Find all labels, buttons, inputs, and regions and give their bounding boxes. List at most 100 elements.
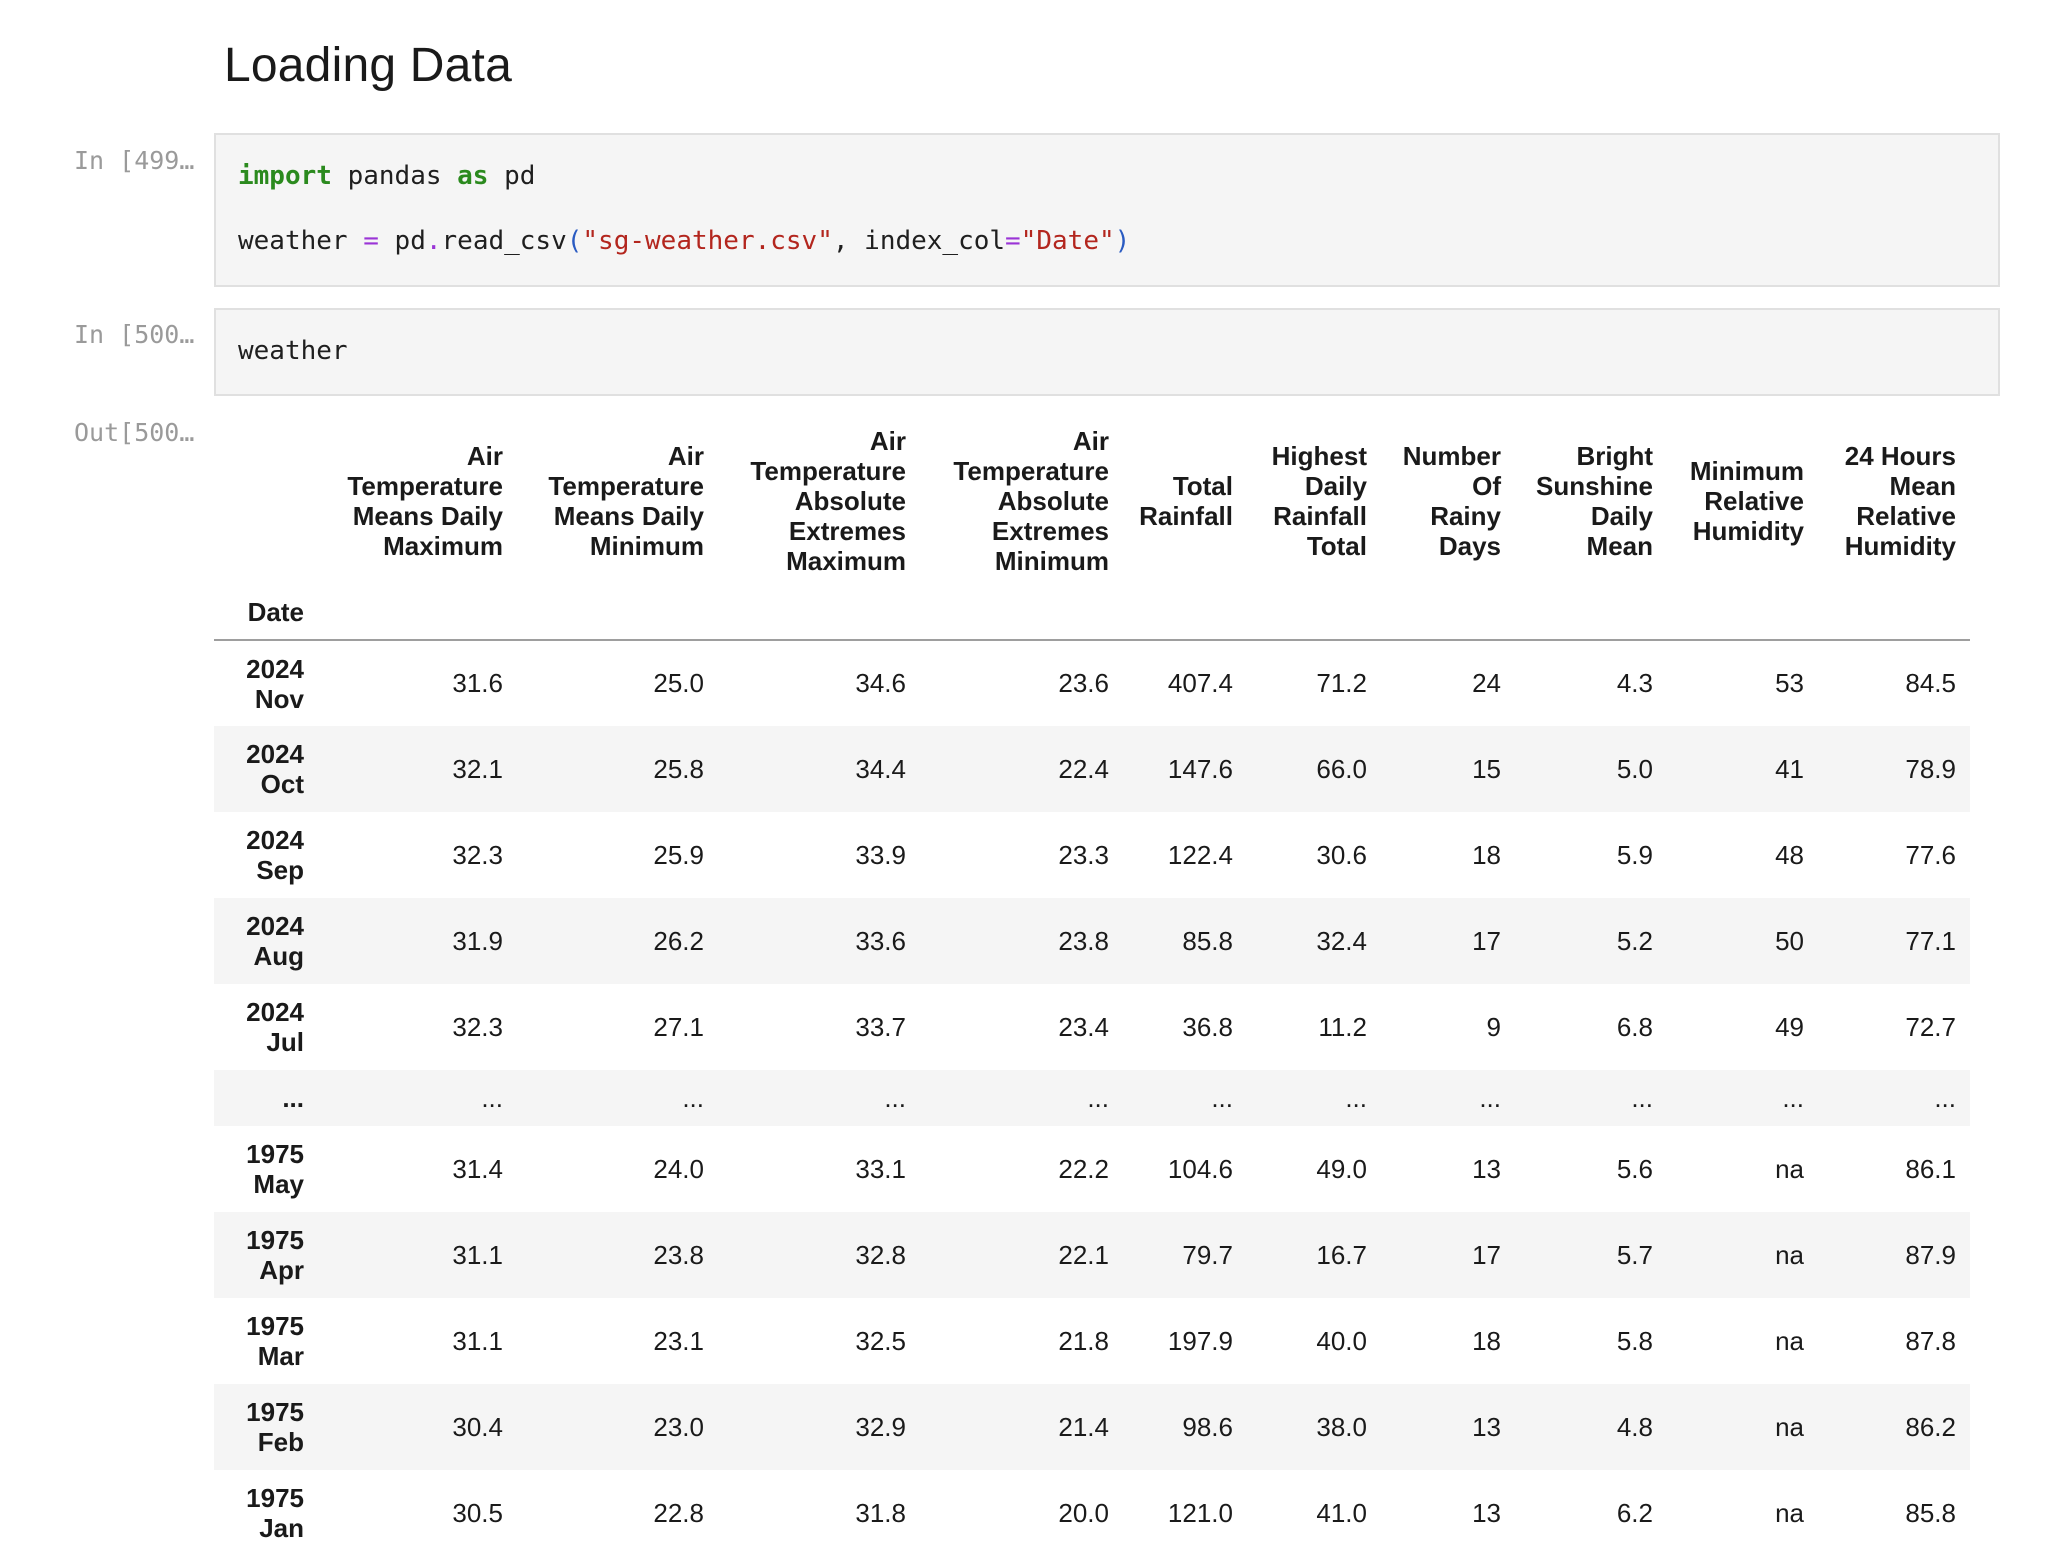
table-cell: 40.0 bbox=[1316, 1325, 1367, 1356]
table-cell: 17 bbox=[1472, 925, 1501, 956]
column-header-row: Air Temperature Means Daily Maximum Air T… bbox=[214, 418, 1970, 584]
row-index: 2024 Jul bbox=[214, 984, 318, 1070]
table-row: 1975 Mar 31.1 23.1 32.5 21.8 197.9 40.0 18 5.8 na 8… bbox=[214, 1298, 1970, 1384]
table-cell: 66.0 bbox=[1316, 753, 1367, 784]
table-cell: 5.6 bbox=[1616, 1153, 1653, 1184]
table-cell: 104.6 bbox=[1167, 1153, 1233, 1184]
table-cell: 27.1 bbox=[653, 1011, 704, 1042]
input-prompt-2: In [500… bbox=[74, 320, 195, 349]
row-index-month: Oct bbox=[260, 769, 304, 799]
table-cell: 22.4 bbox=[1058, 753, 1109, 784]
table-cell: 32.8 bbox=[855, 1239, 906, 1270]
table-cell: ... bbox=[1345, 1082, 1367, 1113]
table-cell: ... bbox=[481, 1082, 503, 1113]
table-cell: 31.1 bbox=[452, 1325, 503, 1356]
table-cell: na bbox=[1775, 1411, 1804, 1442]
output-prompt: Out[500… bbox=[74, 418, 195, 447]
table-cell: 38.0 bbox=[1316, 1411, 1367, 1442]
code-line-1: import pandas as pd bbox=[238, 161, 536, 191]
code-cell-2[interactable]: weather bbox=[214, 308, 2000, 396]
row-index: 2024 Nov bbox=[214, 640, 318, 726]
table-cell: 13 bbox=[1472, 1411, 1501, 1442]
table-cell: 23.8 bbox=[653, 1239, 704, 1270]
table-cell: ... bbox=[1211, 1082, 1233, 1113]
table-cell: 21.4 bbox=[1058, 1411, 1109, 1442]
table-cell: 31.8 bbox=[855, 1497, 906, 1528]
table-cell: 23.1 bbox=[653, 1325, 704, 1356]
table-cell: 5.9 bbox=[1616, 839, 1653, 870]
table-cell: 87.9 bbox=[1905, 1239, 1956, 1270]
table-cell: 13 bbox=[1472, 1497, 1501, 1528]
table-cell: 77.6 bbox=[1905, 839, 1956, 870]
table-cell: 4.8 bbox=[1616, 1411, 1653, 1442]
table-cell: 17 bbox=[1472, 1239, 1501, 1270]
table-cell: 98.6 bbox=[1182, 1411, 1233, 1442]
row-index: ... bbox=[282, 1083, 304, 1113]
code-cell-1[interactable]: import pandas as pd weather = pd.read_cs… bbox=[214, 133, 2000, 287]
table-cell: 32.3 bbox=[452, 1011, 503, 1042]
row-index: 2024 Aug bbox=[214, 898, 318, 984]
table-cell: 31.4 bbox=[452, 1153, 503, 1184]
table-cell: 84.5 bbox=[1905, 668, 1956, 698]
table-cell: 49.0 bbox=[1316, 1153, 1367, 1184]
column-header: Minimum Relative Humidity bbox=[1689, 456, 1804, 546]
table-row: 1975 Apr 31.1 23.8 32.8 22.1 79.7 16.7 17 5.7 na 87… bbox=[214, 1212, 1970, 1298]
index-row-spacer bbox=[1515, 584, 1667, 640]
row-index: 2024 Sep bbox=[214, 812, 318, 898]
table-cell: 31.1 bbox=[452, 1239, 503, 1270]
row-index: 1975 Jan bbox=[214, 1470, 318, 1556]
table-cell: 31.9 bbox=[452, 925, 503, 956]
table-cell: 30.5 bbox=[452, 1497, 503, 1528]
table-cell: 31.6 bbox=[452, 668, 503, 698]
table-cell: 32.4 bbox=[1316, 925, 1367, 956]
header-corner bbox=[214, 418, 318, 584]
table-cell: 25.9 bbox=[653, 839, 704, 870]
table-cell: 71.2 bbox=[1316, 668, 1367, 698]
table-cell: 16.7 bbox=[1316, 1239, 1367, 1270]
table-cell: 20.0 bbox=[1058, 1497, 1109, 1528]
table-cell: na bbox=[1775, 1325, 1804, 1356]
row-index-month: Nov bbox=[254, 683, 304, 714]
table-cell: ... bbox=[1782, 1082, 1804, 1113]
code-line-2: weather = pd.read_csv("sg-weather.csv", … bbox=[238, 226, 1131, 256]
table-cell: 22.8 bbox=[653, 1497, 704, 1528]
table-cell: 13 bbox=[1472, 1153, 1501, 1184]
table-cell: ... bbox=[1934, 1082, 1956, 1113]
section-heading: Loading Data bbox=[224, 39, 512, 92]
table-cell: 32.5 bbox=[855, 1325, 906, 1356]
table-cell: na bbox=[1775, 1239, 1804, 1270]
table-cell: 11.2 bbox=[1318, 1011, 1367, 1042]
table-cell: 5.0 bbox=[1616, 753, 1653, 784]
row-index-year: 2024 bbox=[246, 997, 304, 1027]
table-cell: 23.8 bbox=[1058, 925, 1109, 956]
table-cell: 41 bbox=[1775, 753, 1804, 784]
column-header: 24 Hours Mean Relative Humidity bbox=[1844, 441, 1956, 561]
index-row-spacer bbox=[318, 584, 517, 640]
row-index-year: 1975 bbox=[246, 1483, 304, 1513]
table-cell: 22.1 bbox=[1058, 1239, 1109, 1270]
table-cell: 41.0 bbox=[1316, 1497, 1367, 1528]
table-row: 2024 Aug 31.9 26.2 33.6 23.8 85.8 32.4 17 5.2 50 77… bbox=[214, 898, 1970, 984]
table-row: 2024 Sep 32.3 25.9 33.9 23.3 122.4 30.6 18 5.9 48 7… bbox=[214, 812, 1970, 898]
index-row-spacer bbox=[1123, 584, 1247, 640]
index-row-spacer bbox=[1667, 584, 1818, 640]
table-cell: 85.8 bbox=[1905, 1497, 1956, 1528]
row-index-year: 1975 bbox=[246, 1139, 304, 1169]
table-cell: 4.3 bbox=[1616, 668, 1653, 698]
table-body: 2024 Nov 31.6 25.0 34.6 23.6 407.4 71.2 24 4.3 53 8… bbox=[214, 640, 1970, 1556]
table-cell: 24.0 bbox=[653, 1153, 704, 1184]
table-cell: 22.2 bbox=[1058, 1153, 1109, 1184]
table-cell: 50 bbox=[1775, 925, 1804, 956]
table-cell: 30.6 bbox=[1316, 839, 1367, 870]
table-cell: 32.1 bbox=[452, 753, 503, 784]
table-cell: 15 bbox=[1472, 753, 1501, 784]
table-row: 2024 Nov 31.6 25.0 34.6 23.6 407.4 71.2 24 4.3 53 8… bbox=[214, 640, 1970, 726]
table-cell: 33.9 bbox=[855, 839, 906, 870]
table-cell: 32.9 bbox=[855, 1411, 906, 1442]
table-cell: 33.7 bbox=[855, 1011, 906, 1042]
table-cell: 48 bbox=[1775, 839, 1804, 870]
table-cell: 36.8 bbox=[1182, 1011, 1233, 1042]
column-header: Bright Sunshine Daily Mean bbox=[1535, 441, 1653, 561]
column-header: Number Of Rainy Days bbox=[1402, 441, 1501, 561]
table-cell: 78.9 bbox=[1905, 753, 1956, 784]
